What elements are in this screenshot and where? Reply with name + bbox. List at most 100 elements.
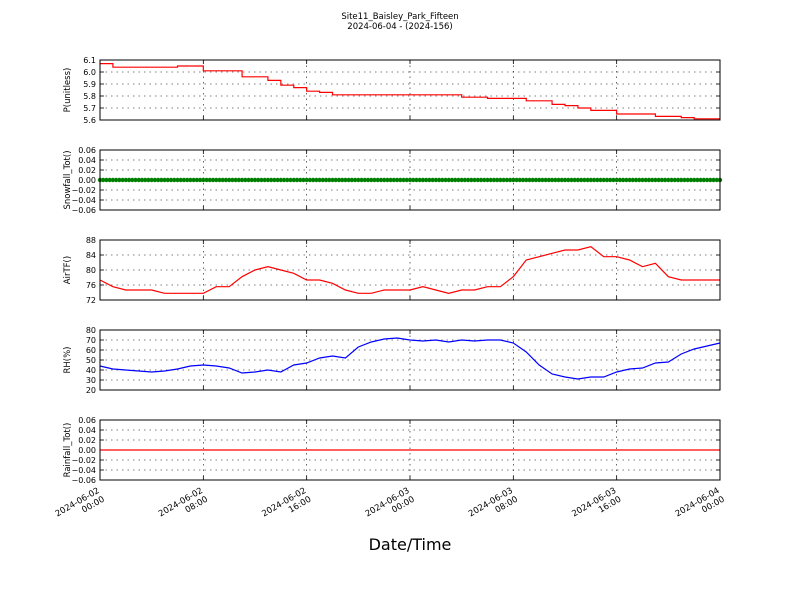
data-point: [294, 177, 300, 183]
panel-1: 5.6 5.7 5.8 5.9 6.0 6.1 P(unitless): [63, 56, 721, 125]
data-point: [546, 177, 552, 183]
data-point: [381, 177, 387, 183]
data-point: [462, 177, 468, 183]
data-point: [372, 177, 377, 183]
data-point: [388, 177, 393, 183]
data-point: [178, 177, 183, 183]
data-point: [310, 177, 316, 183]
data-point: [469, 177, 474, 183]
data-point: [662, 177, 668, 183]
data-point: [275, 177, 280, 183]
data-point: [272, 177, 277, 183]
y-tick-label: 76: [86, 281, 96, 290]
data-point: [598, 177, 603, 183]
plot-frame: [99, 59, 721, 121]
data-point: [356, 177, 361, 183]
data-point: [601, 177, 606, 183]
data-point: [262, 177, 267, 183]
data-point: [265, 177, 271, 183]
data-point: [268, 177, 274, 183]
plot-frame: [99, 239, 721, 301]
data-point: [278, 177, 284, 183]
data-point: [362, 177, 367, 183]
data-point: [146, 177, 151, 183]
data-point: [643, 177, 648, 183]
data-point: [517, 177, 522, 183]
data-point: [501, 177, 506, 183]
data-point: [540, 177, 545, 183]
data-point: [256, 177, 261, 183]
x-tick-label: 2024-06-0400:00: [674, 486, 727, 528]
data-point: [511, 177, 516, 183]
data-point: [478, 177, 484, 183]
data-point: [159, 177, 164, 183]
data-point: [101, 177, 106, 183]
data-point: [543, 177, 548, 183]
y-tick-label: 0.00: [78, 446, 96, 455]
data-point: [669, 177, 674, 183]
data-point: [465, 177, 471, 183]
data-point: [130, 177, 135, 183]
data-point: [288, 177, 293, 183]
data-point: [333, 177, 338, 183]
data-point: [404, 177, 409, 183]
data-point: [646, 177, 652, 183]
data-point: [572, 177, 577, 183]
data-point: [175, 177, 180, 183]
data-point: [617, 177, 623, 183]
y-tick-label: 0.02: [78, 436, 96, 445]
data-point: [378, 177, 384, 183]
data-point: [239, 177, 245, 183]
data-point: [608, 177, 613, 183]
data-point: [679, 177, 684, 183]
data-point: [507, 177, 513, 183]
data-point: [394, 177, 400, 183]
data-point: [708, 177, 713, 183]
data-point: [210, 177, 216, 183]
data-point: [391, 177, 397, 183]
x-tick-label: 2024-06-0208:00: [157, 486, 210, 528]
data-point: [136, 177, 141, 183]
data-point: [685, 177, 690, 183]
data-point: [339, 177, 345, 183]
y-tick-label: −0.02: [71, 456, 96, 465]
x-tick-label: 2024-06-0216:00: [260, 486, 313, 528]
data-point: [133, 177, 138, 183]
y-tick-label: 0.04: [78, 156, 96, 165]
y-axis-label: Rainfall_Tot(): [63, 423, 73, 478]
x-tick-labels: 2024-06-0200:00 2024-06-0208:00 2024-06-02…: [54, 486, 727, 528]
y-tick-label: 70: [86, 336, 96, 345]
series-line: [99, 337, 721, 380]
data-point: [336, 177, 342, 183]
data-point: [614, 177, 619, 183]
data-point: [423, 177, 429, 183]
data-point: [155, 177, 161, 183]
y-tick-label: 5.9: [83, 80, 96, 89]
data-point: [530, 177, 535, 183]
x-tick-label: 2024-06-0300:00: [364, 486, 417, 528]
data-point: [595, 177, 600, 183]
data-point: [385, 177, 390, 183]
plot-frame: [99, 419, 721, 481]
data-point: [291, 177, 296, 183]
y-tick-label: 80: [86, 266, 96, 275]
data-point: [323, 177, 329, 183]
data-point: [252, 177, 258, 183]
data-point: [443, 177, 448, 183]
data-point: [281, 177, 287, 183]
data-point: [585, 177, 590, 183]
data-point: [566, 177, 571, 183]
data-point: [640, 177, 645, 183]
data-point: [488, 177, 493, 183]
data-point: [343, 177, 348, 183]
data-point: [695, 177, 700, 183]
data-point: [411, 177, 416, 183]
y-axis-label: RH(%): [63, 346, 73, 373]
data-point: [536, 177, 542, 183]
panel-5: −0.06−0.04−0.020.000.020.040.06 Rainfall_…: [63, 416, 721, 485]
data-point: [485, 177, 490, 183]
data-point: [143, 177, 148, 183]
y-tick-label: −0.04: [71, 466, 96, 475]
data-point: [672, 177, 677, 183]
